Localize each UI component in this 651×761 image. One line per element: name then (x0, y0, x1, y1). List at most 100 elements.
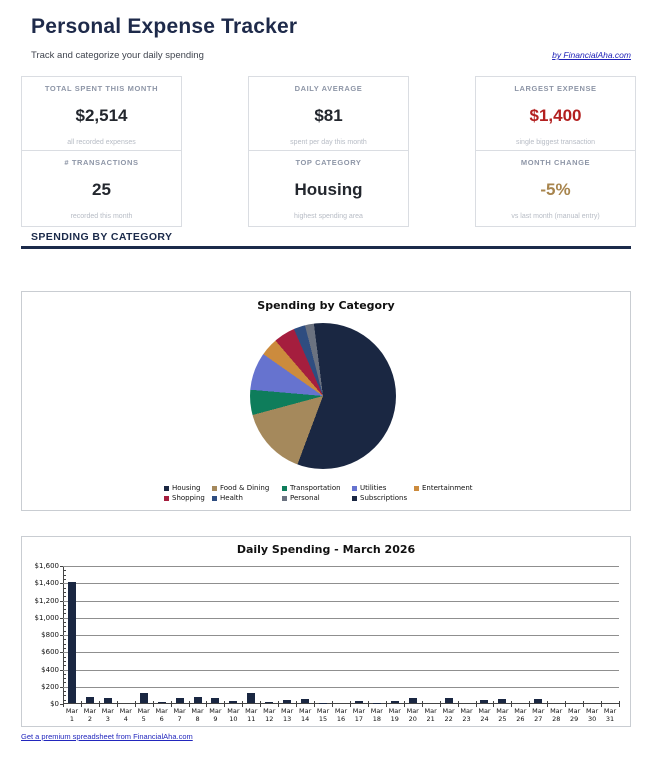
x-tick-label: Mar 3 (101, 707, 114, 723)
x-boundary-tick (619, 701, 620, 707)
stat-card-top-category: TOP CATEGORY Housing highest spending ar… (248, 150, 409, 227)
legend-item: Subscriptions (352, 494, 414, 502)
y-tick-label: $800 (41, 631, 59, 639)
legend-swatch-icon (282, 485, 287, 491)
card-label: DAILY AVERAGE (294, 84, 363, 93)
y-minor-tick (63, 630, 66, 632)
bar-mar-7 (175, 698, 184, 703)
y-tick-label: $1,400 (34, 579, 60, 588)
x-tick-label: Mar 31 (603, 707, 617, 723)
y-minor-tick (63, 613, 66, 615)
x-tick-label: Mar 1 (65, 707, 79, 723)
bar-mar-3 (103, 698, 112, 703)
x-tick-label: Mar 23 (460, 707, 473, 723)
card-label: TOP CATEGORY (295, 158, 362, 167)
x-boundary-tick (404, 701, 405, 707)
legend-label: Transportation (290, 484, 341, 492)
y-major-tick (60, 635, 63, 636)
page-title: Personal Expense Tracker (31, 15, 298, 38)
stat-card-transactions: # TRANSACTIONS 25 recorded this month (21, 150, 182, 227)
x-boundary-tick (117, 701, 118, 707)
bar-plot: $0 $200 $400 $600 $800 $1,000 $1,200 $1,400 $1,6… (35, 562, 620, 722)
y-minor-tick (63, 596, 66, 598)
x-boundary-tick (314, 701, 315, 707)
pie-legend: Housing Food & Dining Transportation Utilit… (22, 484, 630, 502)
x-boundary-tick (135, 701, 136, 707)
y-tick-label: $400 (41, 665, 59, 674)
page-subtitle: Track and categorize your daily spending (31, 50, 204, 61)
gridline (63, 686, 619, 688)
bar-mar-20 (408, 697, 417, 703)
legend-label: Entertainment (422, 484, 473, 492)
card-caption: highest spending area (294, 213, 363, 220)
x-boundary-tick (422, 701, 423, 707)
gridline (63, 669, 619, 671)
card-value: -5% (540, 180, 571, 199)
bar-mar-25 (498, 698, 507, 703)
x-boundary-tick (278, 701, 279, 707)
card-label: TOTAL SPENT THIS MONTH (44, 84, 159, 93)
y-minor-tick (63, 591, 66, 593)
y-minor-tick (63, 695, 66, 697)
gridline (63, 635, 619, 636)
y-minor-tick (63, 673, 66, 675)
x-tick-label: Mar 14 (298, 707, 312, 723)
y-tick-label: $1,200 (34, 596, 60, 605)
legend-label: Utilities (360, 484, 387, 492)
legend-swatch-icon (282, 495, 287, 501)
bar-mar-8 (193, 696, 202, 703)
gridline (63, 617, 619, 619)
x-tick-label: Mar 2 (83, 707, 97, 723)
legend-item: Shopping (164, 494, 212, 502)
y-minor-tick (63, 678, 66, 680)
card-value: $2,514 (75, 106, 128, 125)
footer-link[interactable]: Get a premium spreadsheet from Financial… (21, 732, 193, 741)
x-boundary-tick (601, 701, 602, 707)
x-boundary-tick (63, 701, 64, 707)
x-tick-label: Mar 10 (227, 707, 240, 723)
y-major-tick (60, 669, 63, 671)
x-boundary-tick (332, 701, 333, 707)
x-boundary-tick (476, 701, 477, 707)
bar-mar-1 (67, 582, 76, 703)
x-axis (63, 703, 619, 704)
x-boundary-tick (206, 701, 207, 707)
legend-swatch-icon (414, 485, 419, 491)
legend-item: Transportation (282, 484, 352, 492)
y-major-tick (60, 652, 63, 654)
card-label: LARGEST EXPENSE (514, 84, 597, 93)
gridline (63, 600, 619, 602)
y-tick-label: $200 (41, 682, 59, 691)
y-minor-tick (63, 609, 66, 611)
bar-mar-17 (354, 701, 363, 703)
x-boundary-tick (260, 701, 261, 707)
pie-chart-panel: Spending by Category Housing Food & Dinin… (21, 291, 631, 511)
y-minor-tick (63, 626, 66, 628)
y-minor-tick (63, 647, 66, 649)
x-boundary-tick (440, 701, 441, 707)
y-tick-label: $0 (50, 700, 59, 708)
legend-label: Food & Dining (220, 484, 270, 492)
y-minor-tick (63, 691, 66, 693)
x-tick-label: Mar 30 (585, 707, 599, 723)
x-tick-label: Mar 18 (370, 707, 383, 723)
byline-link[interactable]: by FinancialAha.com (552, 50, 631, 60)
y-minor-tick (63, 604, 66, 606)
x-tick-label: Mar 17 (352, 707, 366, 723)
x-boundary-tick (171, 701, 172, 707)
x-boundary-tick (296, 701, 297, 707)
x-tick-label: Mar 5 (137, 707, 150, 723)
legend-label: Subscriptions (360, 494, 408, 502)
bar-mar-5 (139, 692, 148, 703)
x-tick-label: Mar 21 (424, 707, 437, 723)
y-minor-tick (63, 656, 66, 658)
pie-chart (250, 323, 396, 469)
x-tick-label: Mar 13 (281, 707, 294, 723)
stat-card-daily-average: DAILY AVERAGE $81 spent per day this mon… (248, 76, 409, 153)
gridline (63, 652, 619, 654)
card-value: Housing (294, 180, 363, 199)
y-minor-tick (63, 622, 66, 624)
gridline (63, 583, 619, 585)
bar-mar-12 (265, 702, 274, 703)
